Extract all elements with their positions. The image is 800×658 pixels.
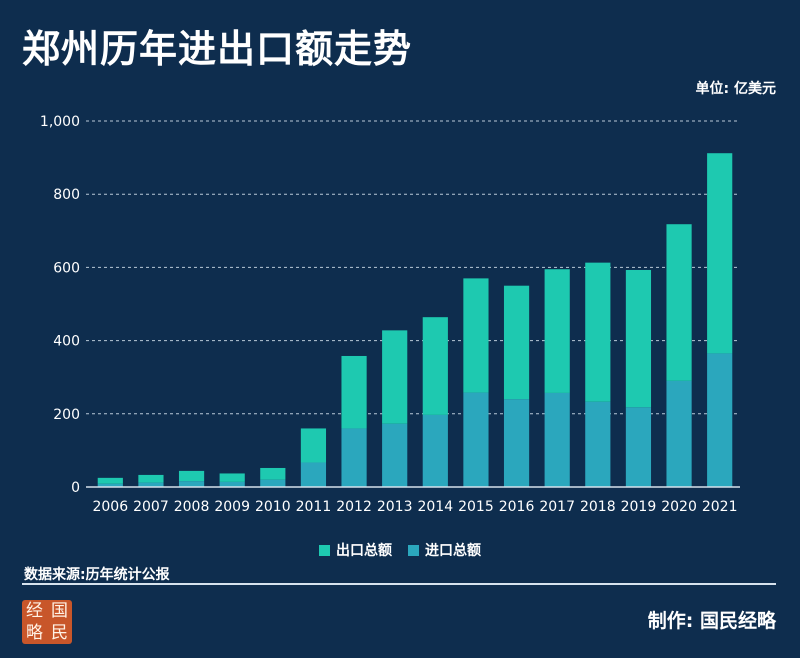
logo-char: 略 <box>26 623 43 643</box>
bar-export-2006 <box>97 477 123 484</box>
logo-char: 国 <box>51 601 68 621</box>
bar-import-2012 <box>341 428 367 487</box>
bar-import-2010 <box>260 479 286 487</box>
x-tick-label: 2016 <box>499 499 535 515</box>
x-tick-label: 2019 <box>621 499 657 515</box>
bar-import-2007 <box>138 482 164 487</box>
bar-export-2015 <box>463 278 489 393</box>
legend-item-export[interactable]: 出口总额 <box>319 540 392 560</box>
bar-export-2010 <box>260 467 286 480</box>
y-tick-label: 800 <box>53 187 80 203</box>
legend-item-import[interactable]: 进口总额 <box>408 540 481 560</box>
x-tick-label: 2020 <box>661 499 697 515</box>
bar-export-2013 <box>382 330 408 424</box>
bar-chart: 0 200 400 600 800 1,000 2006 2007 2008 2009 2010 20… <box>40 114 740 515</box>
logo-char: 民 <box>51 623 68 643</box>
x-tick-label: 2017 <box>539 499 575 515</box>
export-swatch <box>319 544 330 556</box>
x-tick-label: 2010 <box>255 499 291 515</box>
import-swatch <box>408 544 419 556</box>
x-tick-label: 2006 <box>92 499 128 515</box>
footer-divider <box>22 583 776 585</box>
bar-export-2017 <box>544 269 570 393</box>
bar-import-2021 <box>707 353 733 487</box>
y-tick-label: 600 <box>53 260 80 276</box>
logo-char: 经 <box>26 601 43 621</box>
bar-import-2011 <box>300 462 327 487</box>
y-tick-label: 400 <box>53 334 80 350</box>
x-tick-label: 2013 <box>377 499 413 515</box>
bar-export-2012 <box>341 355 367 429</box>
legend-label-export: 出口总额 <box>336 543 392 559</box>
x-tick-label: 2012 <box>336 499 372 515</box>
bar-import-2014 <box>422 414 448 487</box>
bar-import-2016 <box>503 399 530 487</box>
unit-label: 单位: 亿美元 <box>695 81 776 97</box>
bar-export-2009 <box>219 473 245 482</box>
x-tick-label: 2021 <box>702 499 738 515</box>
bar-import-2009 <box>219 481 245 487</box>
x-tick-label: 2018 <box>580 499 616 515</box>
bar-import-2020 <box>666 380 692 487</box>
bar-export-2020 <box>666 224 692 381</box>
x-tick-label: 2014 <box>417 499 453 515</box>
legend: 出口总额 进口总额 <box>0 540 800 560</box>
bar-export-2011 <box>300 428 327 463</box>
bar-export-2008 <box>178 470 205 482</box>
bar-export-2014 <box>422 317 448 415</box>
bar-import-2008 <box>178 481 205 487</box>
bar-import-2015 <box>463 392 489 487</box>
chart-title: 郑州历年进出口额走势 <box>22 27 413 71</box>
x-tick-label: 2008 <box>174 499 210 515</box>
bar-export-2016 <box>503 285 530 400</box>
brand-logo: 经 国 略 民 <box>22 600 72 644</box>
y-tick-label: 200 <box>53 407 80 423</box>
bar-import-2006 <box>97 483 123 487</box>
x-tick-label: 2015 <box>458 499 494 515</box>
bar-import-2013 <box>382 423 408 487</box>
y-tick-label: 0 <box>71 480 80 496</box>
bar-import-2017 <box>544 392 570 487</box>
x-tick-label: 2007 <box>133 499 169 515</box>
data-source: 数据来源:历年统计公报 <box>24 567 170 583</box>
bar-import-2019 <box>625 407 652 487</box>
legend-label-import: 进口总额 <box>425 543 481 559</box>
bar-export-2021 <box>707 153 733 354</box>
bar-export-2019 <box>625 269 652 408</box>
x-tick-label: 2011 <box>296 499 332 515</box>
bar-export-2018 <box>585 262 611 402</box>
y-tick-label: 1,000 <box>40 114 80 130</box>
credit: 制作: 国民经略 <box>647 610 776 632</box>
bar-export-2007 <box>138 474 164 483</box>
bar-import-2018 <box>585 401 611 487</box>
x-tick-label: 2009 <box>214 499 250 515</box>
